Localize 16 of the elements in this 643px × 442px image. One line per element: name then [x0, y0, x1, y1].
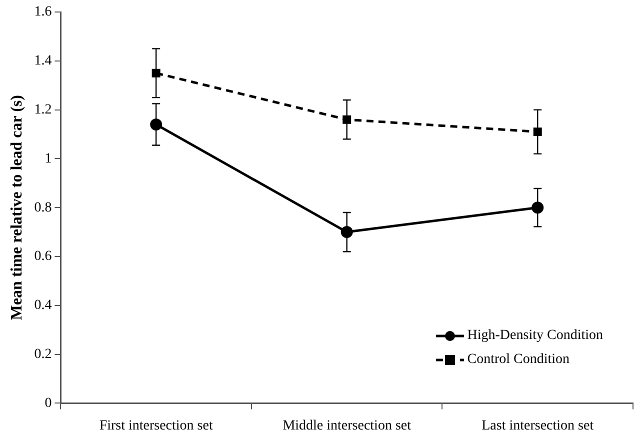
x-tick-label: Last intersection set	[482, 418, 594, 434]
y-tick-label: 0.4	[34, 298, 52, 314]
y-tick-label: 0.8	[34, 200, 52, 216]
y-tick-label: 1.2	[34, 102, 52, 118]
y-tick-label: 0.6	[34, 249, 52, 264]
point	[532, 202, 544, 214]
legend-label: Control Condition	[467, 351, 570, 369]
y-tick-label: 0.2	[34, 346, 52, 362]
y-tick-label: 1.6	[34, 4, 52, 20]
y-tick-label: 0	[44, 396, 52, 411]
y-tick-label: 1	[44, 151, 52, 166]
x-tick-label: Middle intersection set	[282, 418, 412, 434]
x-tick-label: First intersection set	[99, 418, 213, 434]
y-axis-title: Mean time relative to lead car (s)	[8, 95, 26, 320]
y-tick-label: 1.4	[34, 54, 52, 69]
legend-label: High-Density Condition	[467, 327, 603, 345]
